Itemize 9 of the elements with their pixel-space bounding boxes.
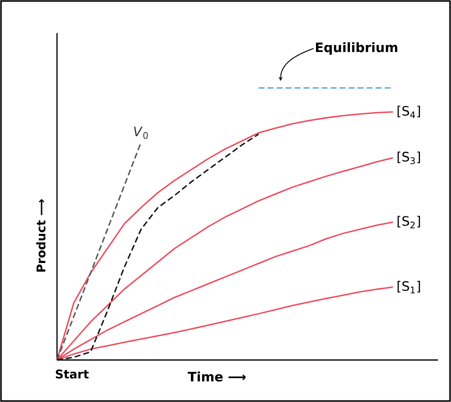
series-label: [S$_{2}$]: [398, 216, 420, 228]
text: Start: [56, 370, 89, 379]
series-label: [S$_{1}$]: [398, 280, 420, 294]
series-label: V$_{0}$: [134, 126, 148, 139]
series-label: [S$_{3}$]: [398, 152, 420, 164]
x-axis-title: Time ⟶: [188, 372, 246, 382]
text: Equilibrium: [316, 42, 398, 55]
y-axis-title: Product ⟶: [36, 199, 46, 272]
series-label: [S$_{4}$]: [398, 106, 420, 118]
